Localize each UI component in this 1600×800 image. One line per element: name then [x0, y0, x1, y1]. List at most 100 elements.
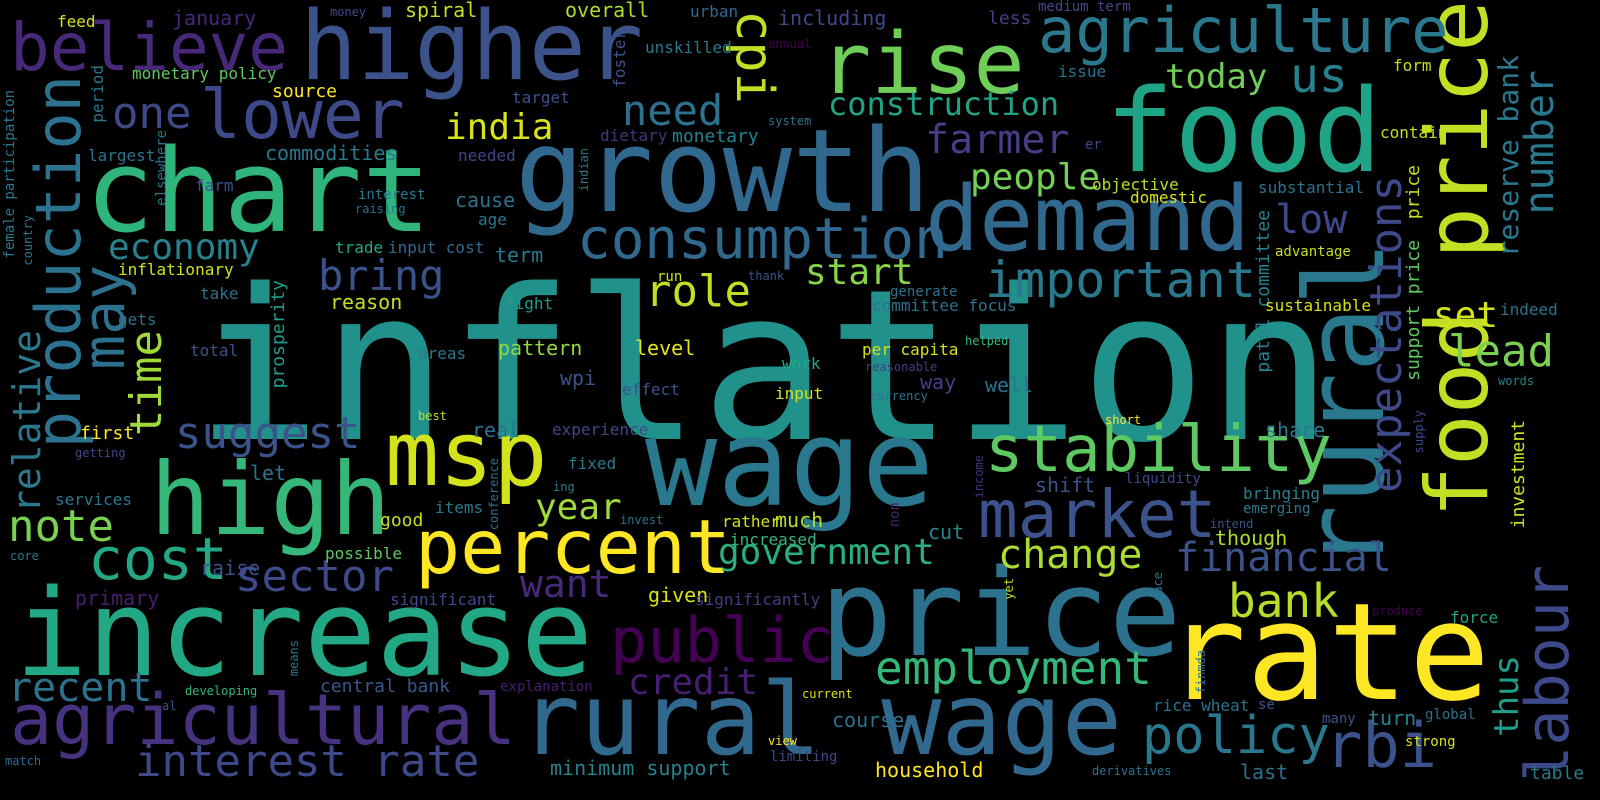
word-contain: contain: [1380, 123, 1448, 142]
word-country-vertical: country: [21, 215, 35, 266]
word-investment-vertical: investment: [1508, 420, 1529, 529]
word-areas: areas: [418, 344, 467, 363]
word-liquidity: liquidity: [1125, 471, 1201, 487]
word-credit: credit: [628, 662, 759, 703]
word-stability: stability: [985, 413, 1332, 487]
word-monetary: monetary: [672, 126, 759, 147]
word-indeed: indeed: [1500, 300, 1558, 319]
word-today: today: [1165, 57, 1268, 97]
word-financial: financial: [1175, 535, 1392, 581]
word-low: low: [1275, 197, 1348, 243]
word-msp: msp: [385, 402, 548, 507]
word-unskilled: unskilled: [645, 38, 732, 57]
word-share: share: [1265, 418, 1326, 442]
word-rate: rate: [1165, 574, 1491, 731]
word-rice-wheat: rice wheat: [1153, 696, 1250, 715]
word-first: first: [80, 423, 135, 444]
word-primary: primary: [75, 586, 160, 610]
word-one: one: [112, 88, 192, 139]
word-many: many: [1322, 711, 1356, 727]
word-reserve-bank-vertical: reserve bank: [1492, 55, 1525, 258]
word-core: core: [10, 549, 39, 563]
word-invest: invest: [620, 513, 664, 527]
word-price: price: [820, 545, 1182, 684]
word-short: short: [1105, 413, 1142, 427]
word-ing: ing: [553, 480, 575, 494]
word-input-cost: input cost: [388, 238, 485, 257]
word-inflation: inflation: [195, 244, 1333, 489]
word-rbi: rbi: [1325, 709, 1437, 782]
word-reason: reason: [330, 290, 403, 314]
word-much: much: [775, 508, 824, 532]
word-want: want: [520, 562, 612, 606]
word-indian-vertical: indian: [577, 148, 591, 192]
word-items: items: [435, 498, 484, 517]
word-needed: needed: [458, 146, 516, 165]
word-match: match: [5, 754, 42, 768]
word-female-participation-vertical: female participation: [2, 90, 18, 259]
word-income-vertical: income: [972, 455, 986, 499]
word-getting: getting: [75, 446, 126, 460]
word-conference-vertical: conference: [487, 458, 501, 531]
word-work: work: [782, 354, 821, 373]
word-possible: possible: [325, 544, 403, 563]
word-year: year: [535, 487, 622, 528]
word-committee-focus: committee focus: [872, 296, 1017, 315]
word-produce: produce: [1372, 604, 1423, 618]
word-minimum-support: minimum support: [550, 756, 731, 780]
word-total: total: [190, 341, 239, 360]
word-best: best: [418, 409, 447, 423]
word-non-vertical: non: [887, 502, 903, 528]
word-employment: employment: [875, 641, 1152, 695]
word-bringing: bringing: [1243, 484, 1321, 503]
word-gets: gets: [118, 310, 157, 329]
word-input: input: [775, 384, 824, 403]
word-cost: cost: [88, 525, 228, 593]
word-er: er: [1085, 137, 1102, 153]
word-finmda-vertical: finmda: [1194, 650, 1208, 694]
word-form: form: [1393, 56, 1432, 75]
word-substantial: substantial: [1258, 178, 1364, 197]
word-interest: interest: [358, 187, 426, 203]
word-urban: urban: [690, 2, 739, 21]
word-inflationary: inflationary: [118, 260, 234, 279]
word-start: start: [805, 252, 914, 293]
word-lead: lead: [1448, 326, 1554, 377]
word-note: note: [8, 501, 114, 552]
word-sustainable: sustainable: [1265, 296, 1371, 315]
word-price-small-vertical: price: [1403, 165, 1424, 220]
word-agricultural: agricultural: [10, 679, 516, 761]
word-well: well: [985, 373, 1034, 397]
word-age: age: [478, 210, 507, 229]
word-dietary: dietary: [600, 126, 668, 145]
word-generate: generate: [890, 284, 958, 300]
word-pattern: pattern: [498, 336, 583, 360]
word-january: january: [172, 6, 257, 30]
word-time-vertical: time: [121, 330, 172, 436]
word-wpi: wpi: [560, 366, 597, 390]
word-growth: growth: [515, 105, 931, 239]
word-suggest: suggest: [175, 408, 361, 459]
word-current: current: [802, 687, 853, 701]
word-wage: wage: [645, 395, 934, 534]
word-food: food: [1105, 65, 1382, 199]
word-change: change: [998, 532, 1143, 578]
word-increase: increase: [15, 565, 593, 704]
word-real: real: [472, 418, 521, 442]
word-experience: experience: [552, 420, 649, 439]
word-rather: rather: [722, 512, 780, 531]
word-pace-vertical: pace: [1151, 572, 1165, 601]
word-consumption: consumption: [577, 207, 948, 272]
word-view: view: [768, 734, 797, 748]
word-medium-term: medium term: [1038, 0, 1131, 15]
word-relative-vertical: relative: [5, 330, 49, 514]
word-important: important: [985, 251, 1256, 309]
word-us: us: [1290, 48, 1348, 104]
word-need: need: [622, 86, 724, 135]
word-issue: issue: [1058, 62, 1107, 81]
word-strong: strong: [1405, 734, 1456, 750]
word-take: take: [200, 284, 239, 303]
word-level: level: [635, 336, 696, 360]
word-recent: recent: [8, 665, 153, 711]
word-raise: raise: [200, 556, 261, 580]
